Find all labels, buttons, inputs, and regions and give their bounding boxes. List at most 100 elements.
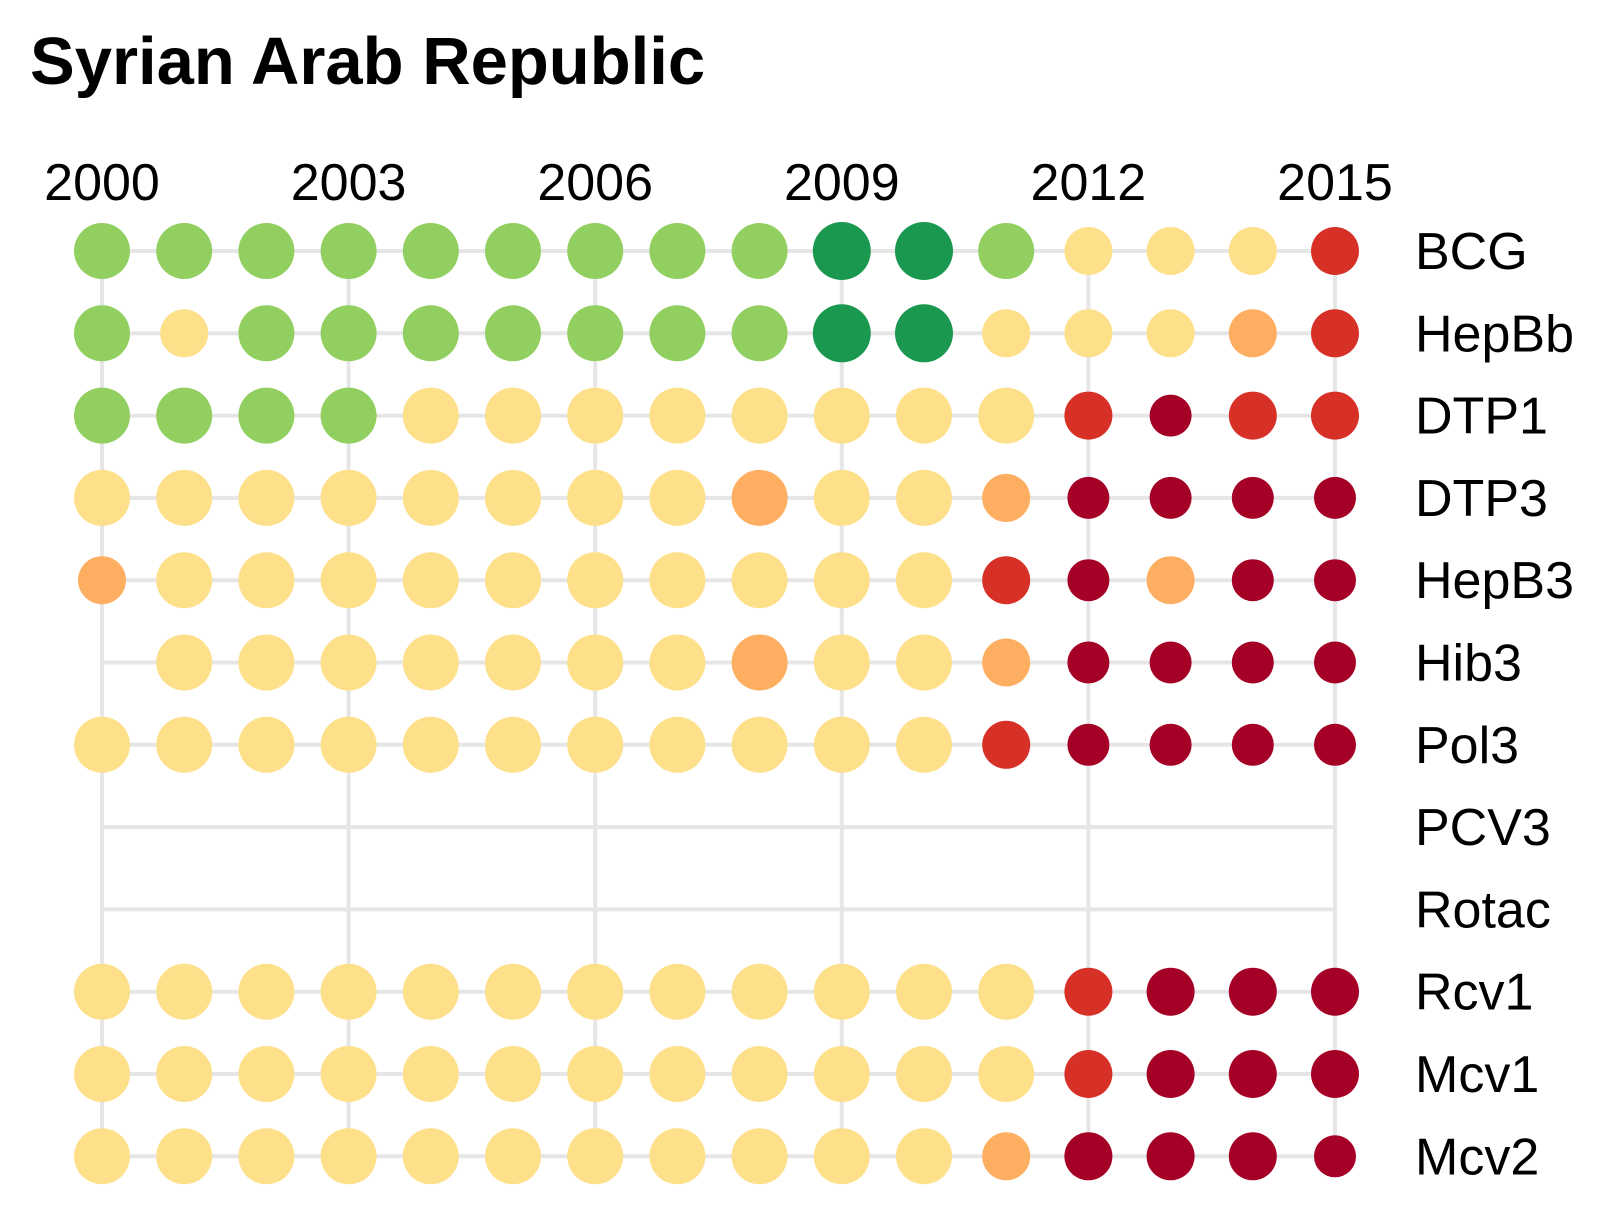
data-point [485, 1046, 541, 1102]
data-point [1067, 476, 1110, 519]
data-point [74, 305, 130, 362]
data-point [649, 1128, 706, 1185]
data-point [567, 634, 624, 691]
data-point [813, 1046, 870, 1102]
data-point [1311, 1050, 1359, 1098]
data-point [1146, 556, 1195, 605]
data-point [1231, 559, 1274, 602]
x-tick-label: 2006 [537, 154, 653, 212]
data-point [896, 634, 952, 691]
data-point [567, 305, 624, 362]
data-point [978, 1046, 1035, 1102]
data-point [649, 1046, 706, 1102]
data-point [74, 387, 130, 444]
data-point [895, 304, 953, 363]
data-point [1231, 476, 1274, 519]
data-point [238, 1128, 295, 1185]
data-point [731, 1046, 788, 1102]
point-layer [74, 222, 1359, 1185]
chart-title: Syrian Arab Republic [30, 24, 705, 99]
data-point [567, 552, 624, 609]
data-point [402, 716, 459, 773]
row-label: DTP1 [1415, 388, 1548, 446]
data-point [982, 1132, 1031, 1181]
data-point [813, 716, 870, 773]
data-point [982, 638, 1031, 687]
data-point [978, 387, 1035, 444]
data-point [320, 469, 377, 526]
data-point [1146, 1132, 1195, 1181]
data-point [813, 963, 870, 1020]
data-point [485, 716, 541, 773]
data-point [896, 552, 952, 609]
x-tick-labels: 2000 2003 2006 2009 2012 2015 [44, 154, 1393, 212]
data-point [1314, 641, 1356, 684]
data-point [567, 223, 624, 279]
data-point [1231, 723, 1274, 766]
data-point [1146, 967, 1195, 1016]
row-label: DTP3 [1415, 470, 1548, 528]
data-point [156, 963, 213, 1020]
data-point [731, 223, 788, 279]
data-point [1149, 394, 1192, 437]
data-point [1314, 1135, 1356, 1178]
data-point [1064, 391, 1113, 440]
data-point [1228, 1050, 1277, 1098]
data-point [978, 963, 1035, 1020]
data-point [813, 552, 870, 609]
data-point [74, 716, 130, 773]
data-point [74, 469, 130, 526]
data-point [320, 1128, 377, 1185]
data-point [731, 1128, 788, 1185]
data-point [160, 309, 209, 358]
data-point [402, 634, 459, 691]
data-point [320, 963, 377, 1020]
data-point [731, 716, 788, 773]
data-point [74, 963, 130, 1020]
data-point [74, 1046, 130, 1102]
data-point [813, 469, 870, 526]
data-point [731, 305, 788, 362]
data-point [238, 223, 295, 279]
data-point [896, 716, 952, 773]
data-point [402, 469, 459, 526]
data-point [649, 963, 706, 1020]
data-point [567, 716, 624, 773]
data-point [1149, 723, 1192, 766]
data-point [1064, 967, 1113, 1016]
data-point [485, 634, 541, 691]
data-point [982, 556, 1031, 605]
data-point [1064, 227, 1113, 275]
data-point [485, 469, 541, 526]
data-point [1311, 967, 1359, 1016]
data-point [896, 1128, 952, 1185]
data-point [978, 223, 1035, 279]
row-label: Pol3 [1415, 717, 1519, 775]
data-point [1064, 1132, 1113, 1181]
data-point [485, 387, 541, 444]
data-point [731, 387, 788, 444]
data-point [485, 223, 541, 279]
data-point [156, 387, 213, 444]
data-point [649, 223, 706, 279]
data-point [567, 1046, 624, 1102]
data-point [402, 305, 459, 362]
data-point [982, 473, 1031, 522]
data-point [238, 634, 295, 691]
row-labels: BCG HepBb DTP1 DTP3 HepB3 Hib3 Pol3 PCV3 Rotac Rc… [1415, 223, 1574, 1186]
data-point [156, 716, 213, 773]
data-point [1149, 641, 1192, 684]
row-label: Mcv2 [1415, 1128, 1539, 1186]
data-point [813, 634, 870, 691]
data-point [982, 720, 1031, 769]
data-point [238, 1046, 295, 1102]
row-label: Mcv1 [1415, 1046, 1539, 1104]
data-point [402, 552, 459, 609]
data-point [813, 1128, 870, 1185]
data-point [402, 963, 459, 1020]
row-label: HepB3 [1415, 552, 1574, 610]
data-point [1064, 309, 1113, 358]
row-label: PCV3 [1415, 799, 1551, 857]
